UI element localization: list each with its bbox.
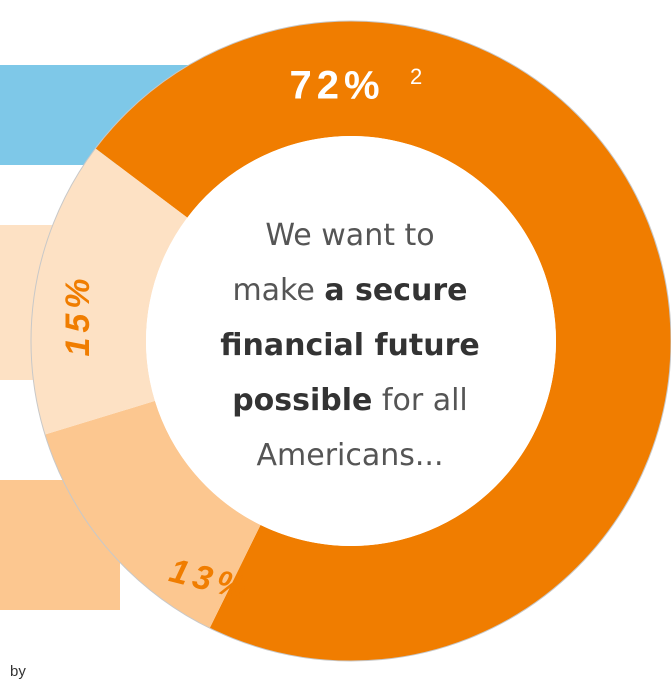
footer: by [10, 663, 26, 680]
slice [95, 21, 671, 662]
value-label: 72% [289, 64, 384, 108]
text-run: make [232, 273, 324, 308]
value-label: 15% [59, 273, 97, 356]
center-text: We want to make a secure financial futur… [220, 218, 479, 473]
center-line: possible for all [232, 383, 468, 418]
donut-hole [146, 136, 556, 546]
donut-outline [30, 20, 671, 662]
center-line: We want to [265, 218, 434, 253]
text-run: possible [232, 383, 372, 418]
donut [30, 21, 671, 662]
footnote: 2 [410, 64, 422, 89]
center-line: make a secure [232, 273, 467, 308]
text-run: for all [372, 383, 467, 418]
slice [30, 148, 188, 435]
center-line: financial future [220, 328, 479, 363]
center-line: Americans... [256, 438, 443, 473]
text-run: a secure [324, 273, 467, 308]
slice [44, 400, 261, 629]
